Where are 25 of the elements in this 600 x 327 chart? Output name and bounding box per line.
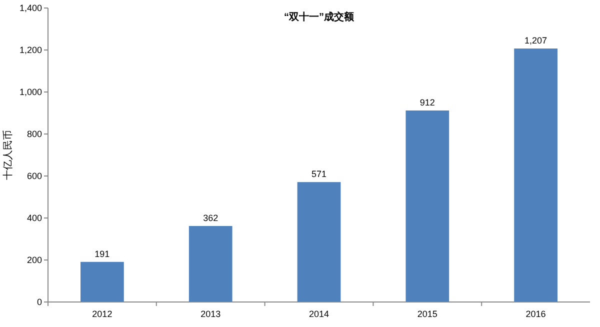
- y-tick-label: 1,400: [19, 3, 42, 13]
- y-tick-label: 600: [26, 171, 42, 181]
- y-tick-label: 1,000: [19, 87, 42, 97]
- y-tick-label: 400: [26, 213, 42, 223]
- x-tick-label: 2016: [526, 309, 546, 319]
- data-label: 1,207: [524, 36, 548, 46]
- data-label: 571: [311, 169, 327, 180]
- bar: [297, 182, 341, 302]
- y-tick-label: 200: [26, 255, 42, 265]
- y-tick-label: 800: [26, 129, 42, 139]
- x-tick-label: 2012: [92, 309, 112, 319]
- bar: [188, 226, 232, 302]
- data-label: 912: [420, 97, 435, 108]
- chart-title: “双十一”成交额: [284, 11, 355, 23]
- y-tick-label: 0: [36, 297, 42, 307]
- x-tick-label: 2015: [417, 309, 438, 319]
- bar: [514, 48, 558, 302]
- bar: [406, 110, 450, 302]
- bar: [80, 262, 124, 302]
- data-label: 191: [94, 248, 110, 259]
- y-tick-label: 1,200: [19, 45, 42, 55]
- data-label: 362: [203, 212, 218, 223]
- x-tick-label: 2014: [308, 309, 330, 319]
- y-axis-title: 十亿人民币: [2, 130, 14, 180]
- x-tick-label: 2013: [200, 309, 221, 319]
